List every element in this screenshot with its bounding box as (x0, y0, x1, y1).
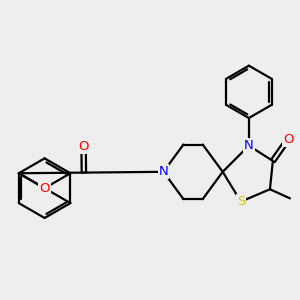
Text: O: O (39, 182, 50, 195)
Text: O: O (78, 140, 89, 153)
Text: O: O (283, 133, 293, 146)
Text: S: S (237, 195, 245, 208)
Text: N: N (244, 139, 254, 152)
Text: O: O (39, 182, 50, 195)
Text: N: N (159, 165, 168, 178)
